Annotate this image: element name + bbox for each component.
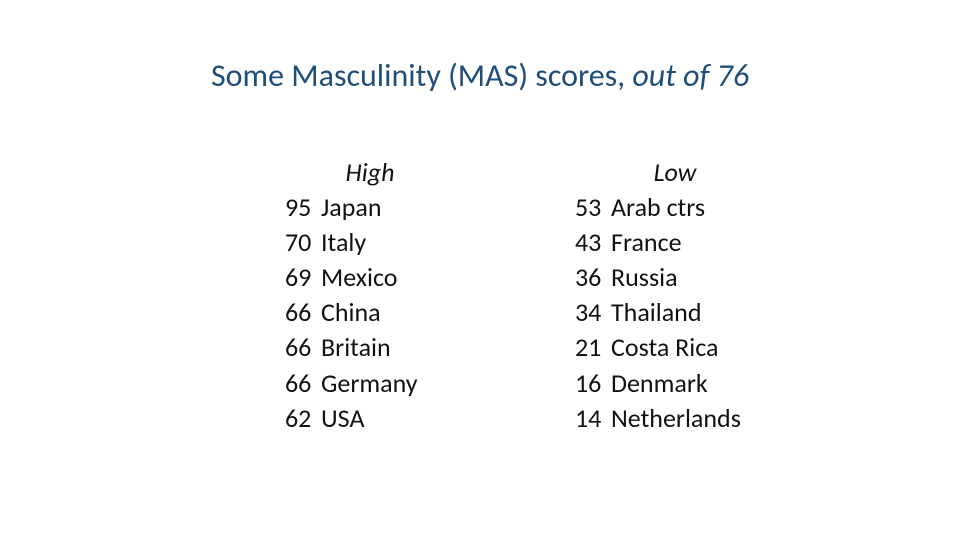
score-value: 16 [575,366,611,401]
country-name: Russia [611,261,678,293]
score-value: 66 [285,295,321,330]
score-value: 21 [575,330,611,365]
slide: Some Masculinity (MAS) scores, out of 76… [0,0,960,540]
score-value: 34 [575,295,611,330]
list-item: 69Mexico [285,260,575,295]
country-name: USA [321,402,364,434]
country-name: Mexico [321,261,398,293]
title-suffix: out of 76 [632,56,749,95]
score-value: 69 [285,260,321,295]
country-name: Germany [321,367,418,399]
list-item: 66Britain [285,330,575,365]
country-name: Netherlands [611,402,741,434]
list-item: 66Germany [285,366,575,401]
column-high: High 95Japan 70Italy 69Mexico 66China 66… [285,155,575,436]
score-value: 66 [285,330,321,365]
country-name: China [321,296,381,328]
country-name: France [611,226,682,258]
list-item: 21Costa Rica [575,330,875,365]
country-name: Arab ctrs [611,191,705,223]
slide-title: Some Masculinity (MAS) scores, out of 76 [0,58,960,93]
score-value: 53 [575,190,611,225]
column-low: Low 53Arab ctrs 43France 36Russia 34Thai… [575,155,875,436]
list-item: 66China [285,295,575,330]
list-item: 36Russia [575,260,875,295]
country-name: Costa Rica [611,331,719,363]
score-value: 36 [575,260,611,295]
list-item: 95Japan [285,190,575,225]
country-name: Italy [321,226,366,258]
column-header-low: Low [575,155,775,190]
country-name: Denmark [611,367,708,399]
country-name: Thailand [611,296,702,328]
list-item: 16Denmark [575,366,875,401]
score-value: 70 [285,225,321,260]
list-item: 34Thailand [575,295,875,330]
columns-container: High 95Japan 70Italy 69Mexico 66China 66… [0,155,960,436]
score-value: 62 [285,401,321,436]
list-item: 70Italy [285,225,575,260]
list-item: 14Netherlands [575,401,875,436]
list-item: 62USA [285,401,575,436]
title-prefix: Some Masculinity (MAS) scores, [211,56,632,95]
list-item: 53Arab ctrs [575,190,875,225]
column-header-high: High [285,155,455,190]
score-value: 14 [575,401,611,436]
list-item: 43France [575,225,875,260]
country-name: Britain [321,331,391,363]
score-value: 95 [285,190,321,225]
score-value: 43 [575,225,611,260]
score-value: 66 [285,366,321,401]
country-name: Japan [321,191,382,223]
